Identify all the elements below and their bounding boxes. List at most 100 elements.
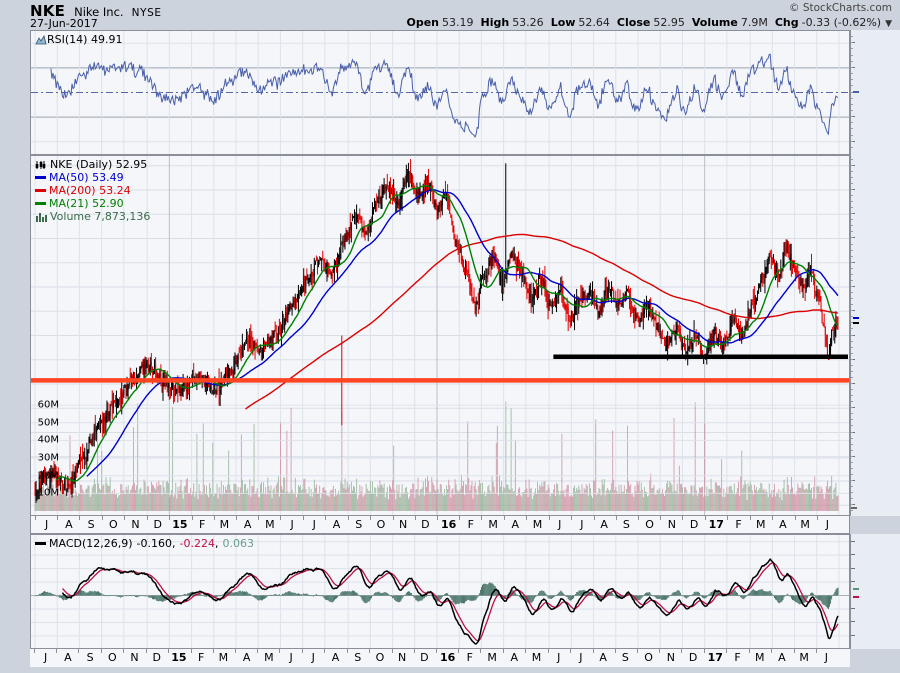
x-axis-label-macd-10: M: [264, 651, 274, 664]
price-minor-tick: [851, 195, 853, 197]
x-axis-label-macd-20: M: [487, 651, 497, 664]
price-minor-tick: [851, 182, 853, 184]
x-axis-label-macd-30: 17: [707, 651, 723, 664]
x-axis-label-macd-23: J: [557, 651, 561, 664]
symbol-block: NKE Nike Inc. NYSE: [30, 1, 162, 20]
legend-swatch-1: [35, 176, 46, 179]
x-tickmark: [57, 516, 59, 520]
price-legend-row-1: MA(50) 53.49: [35, 171, 150, 184]
rsi-minor-tick: [851, 97, 853, 99]
x-tickmark: [413, 649, 415, 653]
price-panel: 60M 50M 40M 30M 20M 10M NKE (Daily) 52.95 MA(5…: [30, 155, 850, 516]
ohlc-quote-bar: Open 53.19 High 53.26 Low 52.64 Close 52.95 Volu…: [399, 16, 892, 29]
x-axis-label-macd-7: F: [197, 651, 205, 664]
x-axis-label-main-2: S: [87, 518, 95, 531]
x-tickmark: [459, 516, 461, 520]
price-minor-tick: [851, 176, 853, 178]
price-minor-tick: [851, 249, 853, 251]
x-axis-label-macd-24: J: [579, 651, 583, 664]
x-tickmark: [302, 516, 304, 520]
volume-tick-60M: 60M: [37, 399, 59, 411]
x-tickmark: [78, 649, 80, 653]
x-tickmark: [815, 649, 817, 653]
macd-plot-area: [31, 535, 849, 648]
macd-legend: MACD(12,26,9) -0.160 , -0.224 , 0.063: [35, 537, 254, 550]
x-tickmark: [324, 516, 326, 520]
price-tickmark: [851, 310, 855, 312]
price-tickmark: [851, 431, 855, 433]
price-tickmark: [851, 504, 855, 506]
x-tickmark: [100, 649, 102, 653]
macd-hist-value: 0.063: [222, 537, 254, 550]
price-minor-tick: [851, 304, 853, 306]
price-minor-tick: [851, 419, 853, 421]
price-plot-area: 60M 50M 40M 30M 20M 10M: [31, 156, 849, 515]
quote-label-low: Low: [550, 16, 576, 29]
volume-tick-30M: 30M: [37, 452, 59, 464]
x-tickmark: [749, 649, 751, 653]
x-axis-label-main-7: F: [198, 518, 206, 531]
x-tickmark: [348, 516, 350, 520]
x-tickmark: [458, 649, 460, 653]
x-tickmark: [549, 516, 551, 520]
rsi-tickmark: [851, 42, 855, 44]
price-minor-tick: [851, 449, 853, 451]
macd-tickmark: [851, 540, 855, 542]
x-axis-label-macd-26: S: [621, 651, 629, 664]
rsi-minor-tick: [851, 116, 853, 118]
price-legend-row-2: MA(200) 53.24: [35, 184, 150, 197]
x-tickmark: [480, 649, 482, 653]
macd-tickmark: [851, 567, 855, 569]
rsi-minor-tick: [851, 128, 853, 130]
rsi-minor-tick: [851, 66, 853, 68]
price-minor-tick: [851, 201, 853, 203]
rsi-minor-tick: [851, 54, 853, 56]
volume-value-box: [851, 507, 857, 509]
x-axis-label-main-1: A: [65, 518, 73, 531]
price-minor-tick: [851, 261, 853, 263]
price-tickmark: [851, 383, 855, 384]
x-axis-label-macd-27: O: [644, 651, 653, 664]
price-minor-tick: [851, 461, 853, 463]
x-axis-label-main-24: J: [580, 518, 584, 531]
legend-swatch-3: [35, 202, 46, 205]
price-minor-tick: [851, 492, 853, 494]
x-tickmark: [725, 649, 727, 653]
chart-header: NKE Nike Inc. NYSE 27-Jun-2017 © StockCh…: [0, 0, 900, 30]
price-tickmark: [851, 407, 855, 409]
x-axis-label-macd-5: D: [152, 651, 161, 664]
x-axis-label-macd-28: N: [666, 651, 675, 664]
x-axis-label-macd-13: A: [331, 651, 340, 664]
x-tickmark: [637, 649, 638, 653]
x-axis-label-macd-15: O: [375, 651, 385, 664]
price-minor-tick: [851, 486, 853, 488]
price-legend-label-2: MA(200) 53.24: [49, 184, 131, 197]
quote-dropdown-caret[interactable]: ▼: [885, 19, 892, 29]
x-axis-label-main-27: O: [645, 518, 654, 531]
x-axis-label-macd-8: M: [218, 651, 229, 664]
price-tickmark: [851, 358, 855, 360]
price-minor-tick: [851, 170, 853, 172]
x-axis-label-main-0: J: [45, 518, 49, 531]
price-minor-tick: [851, 376, 853, 378]
price-minor-tick: [851, 383, 853, 384]
x-axis-label-main-15: O: [376, 518, 386, 531]
x-axis-label-macd-17: D: [420, 651, 429, 664]
price-minor-tick: [851, 255, 853, 257]
x-axis-label-macd-33: A: [778, 651, 786, 664]
price-minor-tick: [851, 467, 853, 469]
price-minor-tick: [851, 413, 853, 415]
price-minor-tick: [851, 443, 853, 445]
price-minor-tick: [851, 352, 853, 354]
x-tickmark: [592, 649, 594, 653]
price-minor-tick: [851, 401, 853, 403]
macd-tickmark: [851, 621, 855, 623]
x-tickmark: [525, 516, 527, 520]
x-axis-label-macd-29: D: [688, 651, 698, 664]
x-tickmark: [593, 516, 595, 520]
x-axis-label-main-33: A: [779, 518, 787, 531]
x-axis-label-main-10: M: [265, 518, 275, 531]
chart-date: 27-Jun-2017: [30, 17, 98, 30]
x-tickmark: [257, 649, 259, 653]
volume-tick-40M: 40M: [37, 434, 59, 446]
